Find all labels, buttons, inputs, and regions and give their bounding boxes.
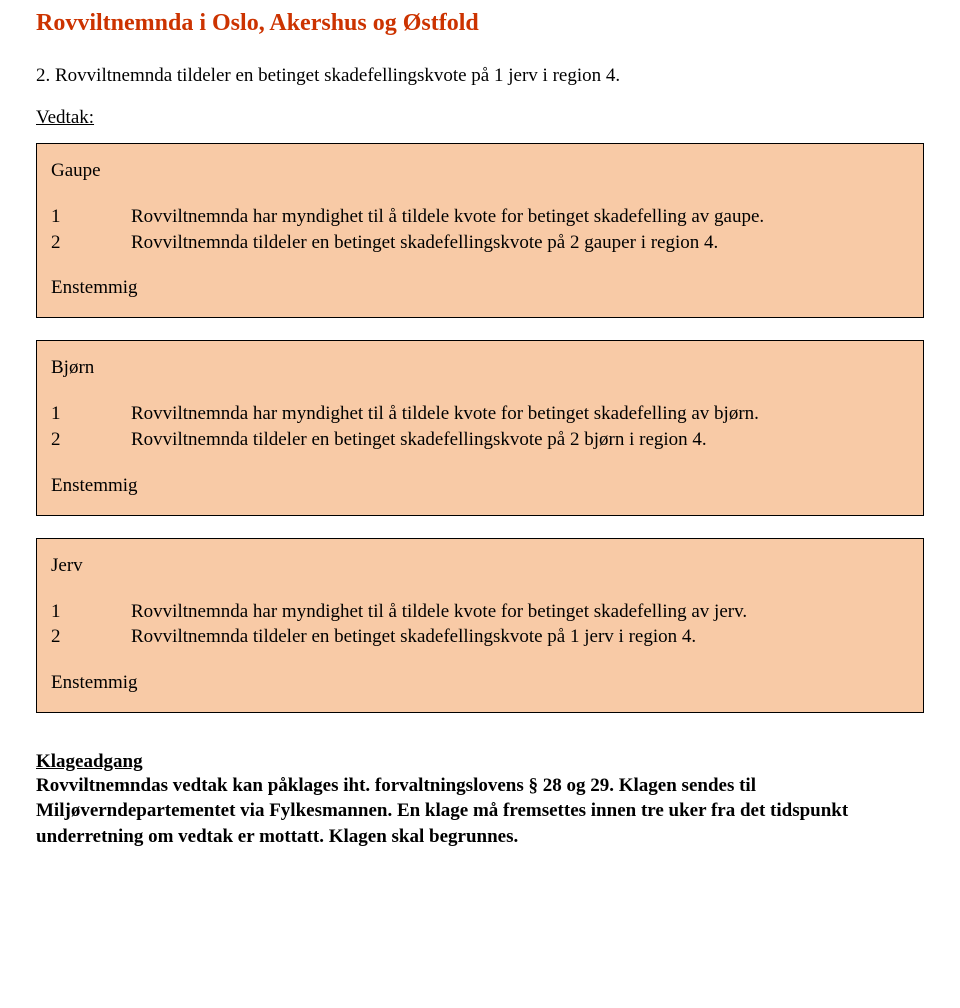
box-heading: Jerv <box>51 555 909 577</box>
row-number: 2 <box>51 230 131 256</box>
document-page: Rovviltnemnda i Oslo, Akershus og Østfol… <box>0 0 960 886</box>
vedtak-label: Vedtak: <box>36 107 924 129</box>
box-gaupe: Gaupe 1 Rovviltnemnda har myndighet til … <box>36 143 924 318</box>
row-text: Rovviltnemnda tildeler en betinget skade… <box>131 427 909 453</box>
list-item: 1 Rovviltnemnda har myndighet til å tild… <box>51 599 909 625</box>
row-text: Rovviltnemnda tildeler en betinget skade… <box>131 230 909 256</box>
box-footer: Enstemmig <box>51 277 909 299</box>
list-item: 2 Rovviltnemnda tildeler en betinget ska… <box>51 230 909 256</box>
list-item: 2 Rovviltnemnda tildeler en betinget ska… <box>51 624 909 650</box>
row-number: 2 <box>51 427 131 453</box>
page-title: Rovviltnemnda i Oslo, Akershus og Østfol… <box>36 10 924 37</box>
box-bjorn: Bjørn 1 Rovviltnemnda har myndighet til … <box>36 340 924 515</box>
box-heading: Gaupe <box>51 160 909 182</box>
row-number: 1 <box>51 401 131 427</box>
intro-paragraph: 2. Rovviltnemnda tildeler en betinget sk… <box>36 65 924 87</box>
box-jerv: Jerv 1 Rovviltnemnda har myndighet til å… <box>36 538 924 713</box>
box-footer: Enstemmig <box>51 475 909 497</box>
list-item: 2 Rovviltnemnda tildeler en betinget ska… <box>51 427 909 453</box>
row-text: Rovviltnemnda har myndighet til å tildel… <box>131 401 909 427</box>
row-number: 1 <box>51 599 131 625</box>
row-number: 1 <box>51 204 131 230</box>
row-text: Rovviltnemnda har myndighet til å tildel… <box>131 599 909 625</box>
klage-heading: Klageadgang <box>36 751 924 773</box>
row-text: Rovviltnemnda tildeler en betinget skade… <box>131 624 909 650</box>
list-item: 1 Rovviltnemnda har myndighet til å tild… <box>51 401 909 427</box>
klage-body: Rovviltnemndas vedtak kan påklages iht. … <box>36 773 924 850</box>
box-footer: Enstemmig <box>51 672 909 694</box>
box-heading: Bjørn <box>51 357 909 379</box>
row-number: 2 <box>51 624 131 650</box>
list-item: 1 Rovviltnemnda har myndighet til å tild… <box>51 204 909 230</box>
row-text: Rovviltnemnda har myndighet til å tildel… <box>131 204 909 230</box>
